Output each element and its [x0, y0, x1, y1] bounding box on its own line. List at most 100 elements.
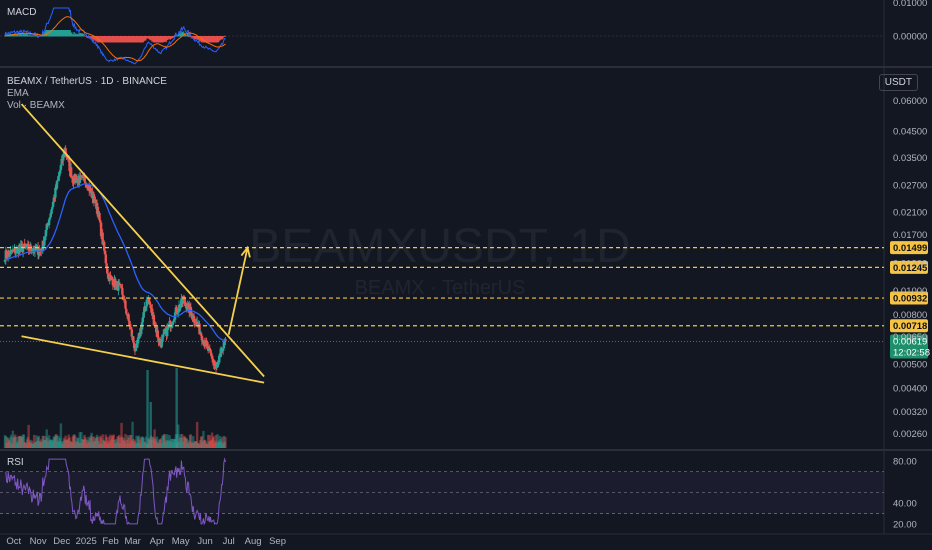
candle-body	[170, 323, 174, 326]
volume-bar	[89, 435, 93, 448]
candle-body	[203, 345, 207, 347]
volume-bar	[114, 443, 117, 448]
volume-bar	[7, 439, 11, 448]
candle-body	[156, 330, 159, 338]
rsi-band	[0, 471, 884, 514]
volume-indicator-label[interactable]: Vol · BEAMX	[7, 100, 65, 111]
candle-body	[135, 343, 138, 348]
candle-body	[9, 250, 12, 255]
volume-bar	[10, 443, 14, 448]
volume-bar	[43, 440, 47, 448]
symbol-title[interactable]: BEAMX / TetherUS · 1D · BINANCE	[7, 76, 167, 87]
candle-body	[199, 332, 203, 336]
macd-bar	[187, 33, 190, 37]
candle-body	[205, 340, 208, 344]
volume-bar	[80, 438, 84, 448]
candle-body	[46, 224, 49, 226]
volume-bar	[106, 440, 110, 448]
volume-bar	[8, 441, 11, 448]
volume-bar	[50, 439, 53, 448]
candle-body	[166, 327, 170, 329]
volume-bar	[20, 436, 23, 448]
price-tick-label: 0.02100	[893, 207, 927, 218]
volume-bar	[70, 442, 74, 448]
volume-bar	[21, 434, 25, 448]
volume-bar	[102, 439, 105, 448]
macd-bar	[222, 36, 224, 39]
volume-bar	[213, 442, 216, 448]
volume-bar	[131, 421, 134, 448]
candle-body	[162, 334, 165, 337]
volume-bar	[142, 438, 145, 448]
volume-bar	[129, 435, 133, 448]
volume-bar	[30, 440, 33, 448]
volume-bar	[92, 436, 96, 448]
breakout-arrow-shaft	[227, 247, 249, 335]
rsi-line	[5, 457, 226, 526]
volume-bar	[113, 439, 116, 448]
candle-body	[161, 336, 164, 339]
volume-bar	[198, 443, 201, 448]
candle-body	[14, 248, 17, 254]
wedge-upper-trendline	[20, 103, 265, 378]
volume-bar	[141, 436, 145, 448]
volume-bar	[166, 440, 170, 448]
volume-bar	[177, 441, 181, 448]
volume-bar	[71, 436, 74, 448]
volume-bar	[159, 438, 163, 448]
candle-body	[222, 341, 226, 349]
volume-bar	[84, 439, 88, 448]
volume-bar	[73, 435, 77, 448]
volume-bar	[65, 439, 68, 448]
candle-body	[64, 148, 67, 154]
candle-body	[142, 312, 145, 318]
candle-body	[110, 276, 113, 278]
volume-bar	[9, 437, 12, 448]
volume-bar	[183, 435, 186, 448]
candle-body	[56, 179, 59, 181]
volume-bar	[51, 439, 55, 448]
candle-body	[208, 348, 211, 350]
candle-body	[69, 167, 73, 178]
candle-body	[96, 207, 100, 217]
volume-bar	[202, 430, 205, 448]
candle-body	[120, 285, 123, 289]
currency-button[interactable]: USDT	[878, 74, 918, 91]
volume-bar	[190, 441, 193, 448]
volume-bar	[125, 443, 128, 448]
volume-bar	[4, 436, 7, 448]
ema-indicator-label[interactable]: EMA	[7, 88, 29, 99]
candle-body	[192, 315, 196, 322]
candle-body	[215, 364, 219, 368]
volume-bar	[179, 434, 182, 448]
volume-bar	[218, 441, 221, 448]
candle-body	[150, 308, 153, 310]
volume-bar	[153, 429, 156, 448]
candle-body	[144, 306, 148, 308]
price-tick-label: 0.04500	[893, 127, 927, 138]
volume-bar	[109, 434, 112, 448]
volume-bar	[195, 421, 199, 448]
candle-body	[117, 283, 121, 285]
candle-body	[21, 248, 25, 253]
volume-bar	[140, 437, 143, 448]
volume-bar	[208, 435, 211, 448]
candle-body	[20, 245, 23, 247]
candle-body	[221, 348, 225, 352]
last-price-badge	[890, 334, 928, 359]
candle-body	[200, 335, 204, 341]
rsi-tick-label: 80.00	[893, 457, 917, 468]
candle-body	[134, 347, 137, 351]
time-tick-label: Oct	[6, 536, 21, 547]
volume-bar	[88, 438, 92, 448]
volume-bar	[56, 441, 59, 448]
volume-bar	[17, 435, 20, 448]
candle-body	[217, 360, 220, 363]
volume-bar	[117, 434, 121, 448]
level-price-badge-text: 0.01245	[893, 263, 928, 274]
volume-bar	[206, 443, 209, 448]
candle-body	[125, 308, 128, 314]
volume-bar	[134, 443, 137, 448]
volume-bar	[192, 436, 195, 448]
